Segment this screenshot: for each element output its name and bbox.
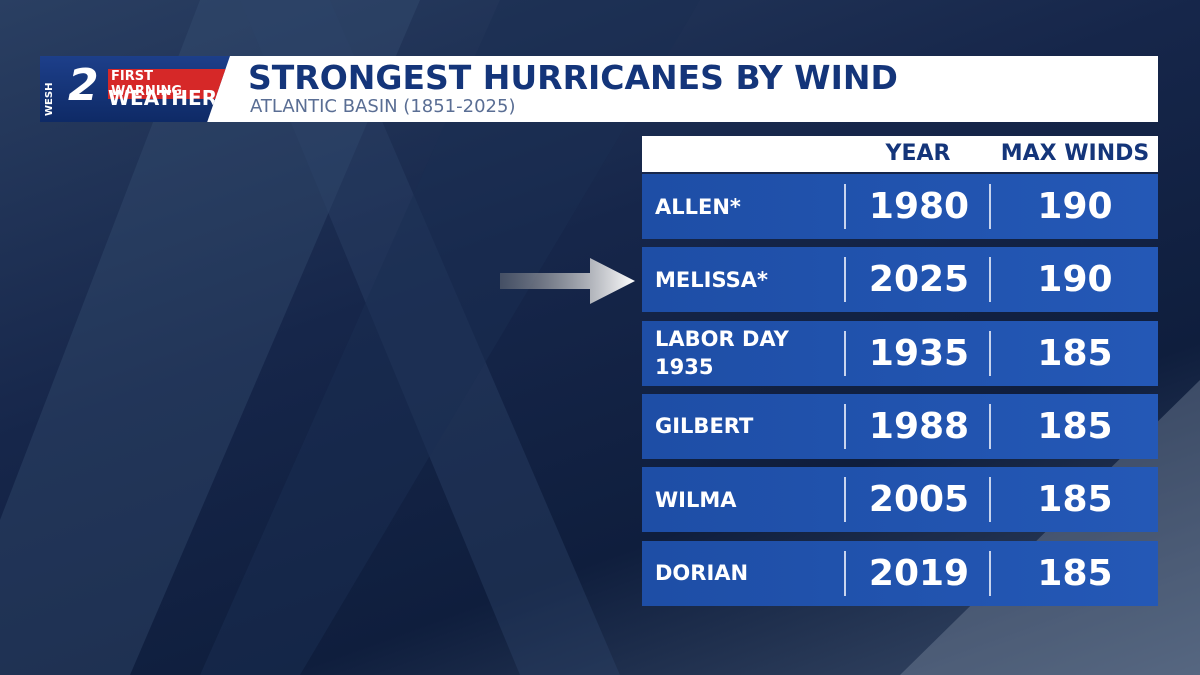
- max-winds: 190: [1037, 259, 1113, 301]
- hurricane-name: MELISSA*: [655, 267, 768, 292]
- logo-top: FIRST WARNING: [108, 69, 230, 99]
- year: 2005: [868, 479, 970, 521]
- header-bar: [40, 56, 1158, 122]
- divider: [989, 403, 991, 449]
- year: 2025: [868, 259, 970, 301]
- column-header: MAX WINDS: [1000, 141, 1150, 166]
- hurricane-name: DORIAN: [655, 561, 749, 585]
- table-row: LABOR DAY 1935 1935 185: [642, 320, 1158, 386]
- logo: 2 WESH FIRST WARNING WEATHER: [40, 56, 230, 122]
- divider: [989, 257, 991, 303]
- logo-station: WESH: [44, 82, 55, 116]
- arrow: [500, 258, 635, 304]
- table-row: WILMA 2005 185: [642, 467, 1158, 533]
- divider: [989, 184, 991, 229]
- divider: [844, 550, 846, 596]
- table-row: DORIAN 2019 185: [642, 540, 1158, 606]
- divider: [844, 184, 846, 229]
- table-row: GILBERT 1988 185: [642, 393, 1158, 459]
- table-header: [642, 136, 1158, 172]
- divider: [844, 330, 846, 376]
- max-winds: 190: [1037, 186, 1113, 227]
- max-winds: 185: [1037, 552, 1113, 594]
- hurricane-name: ALLEN*: [655, 194, 741, 219]
- year: 2019: [868, 552, 970, 594]
- logo-bottom: WEATHER: [108, 86, 218, 110]
- divider: [844, 257, 846, 303]
- column-header: YEAR: [885, 141, 951, 166]
- max-winds: 185: [1037, 405, 1113, 447]
- table-row: MELISSA* 2025 190: [642, 247, 1158, 313]
- hurricane-name: GILBERT: [655, 414, 754, 439]
- divider: [844, 403, 846, 449]
- table-row: ALLEN* 1980 190: [642, 174, 1158, 239]
- divider: [844, 477, 846, 523]
- subtitle: ATLANTIC BASIN (1851-2025): [250, 96, 516, 117]
- hurricane-name: LABOR DAY 1935: [655, 327, 789, 380]
- divider: [989, 477, 991, 523]
- max-winds: 185: [1037, 332, 1113, 374]
- logo-channel: 2: [68, 60, 99, 111]
- title: STRONGEST HURRICANES BY WIND: [248, 58, 898, 97]
- hurricane-name: WILMA: [655, 487, 737, 512]
- year: 1980: [868, 186, 970, 227]
- year: 1935: [868, 332, 970, 374]
- divider: [989, 330, 991, 376]
- max-winds: 185: [1037, 479, 1113, 521]
- year: 1988: [868, 405, 970, 447]
- divider: [989, 550, 991, 596]
